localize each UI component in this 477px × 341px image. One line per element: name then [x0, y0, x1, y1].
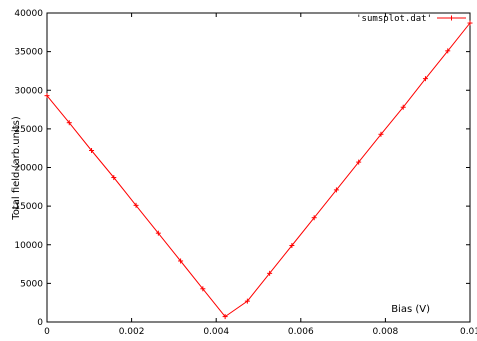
data-point — [422, 76, 428, 82]
y-tick-label: 25000 — [14, 125, 43, 135]
series-line — [46, 22, 471, 318]
data-point — [155, 230, 161, 236]
data-point — [178, 258, 184, 264]
y-tick-label: 10000 — [14, 241, 43, 251]
y-tick-label: 5000 — [20, 279, 43, 289]
y-axis-ticks: 0 5000 10000 15000 20000 25000 30000 35000 40000 — [14, 9, 470, 328]
legend-label: 'sumsplot.dat' — [356, 14, 432, 24]
y-tick-label: 0 — [37, 318, 43, 328]
data-point — [44, 93, 50, 99]
data-point — [133, 202, 139, 208]
y-tick-label: 20000 — [14, 164, 43, 174]
data-point — [356, 159, 362, 165]
data-point — [333, 187, 339, 193]
data-point — [400, 104, 406, 110]
data-point — [378, 131, 384, 137]
data-point — [289, 243, 295, 249]
data-point — [66, 120, 72, 126]
legend-point-marker — [449, 15, 454, 21]
data-point — [267, 270, 273, 276]
y-axis-label: Total field (arb.units) — [11, 116, 22, 221]
x-tick-label: 0.002 — [119, 327, 145, 337]
plot-frame — [46, 12, 471, 323]
data-point — [445, 48, 451, 54]
series-layer — [44, 20, 473, 320]
x-tick-label: 0 — [44, 327, 50, 337]
data-point — [311, 215, 317, 221]
legend: 'sumsplot.dat' — [356, 14, 466, 24]
x-tick-label: 0.01 — [460, 327, 477, 337]
data-point — [200, 286, 206, 292]
y-tick-label: 40000 — [14, 9, 43, 19]
y-tick-label: 30000 — [14, 86, 43, 96]
x-axis-label: Bias (V) — [391, 304, 430, 315]
y-tick-label: 35000 — [14, 48, 43, 58]
data-point — [111, 175, 117, 181]
data-point — [89, 148, 95, 154]
x-tick-label: 0.008 — [373, 327, 399, 337]
data-point — [222, 314, 228, 320]
x-tick-label: 0.006 — [288, 327, 314, 337]
x-axis-ticks: 0 0.002 0.004 0.006 0.008 0.01 — [44, 13, 477, 337]
x-tick-label: 0.004 — [203, 327, 229, 337]
data-point — [244, 298, 250, 304]
data-point — [467, 20, 473, 26]
y-tick-label: 15000 — [14, 202, 43, 212]
